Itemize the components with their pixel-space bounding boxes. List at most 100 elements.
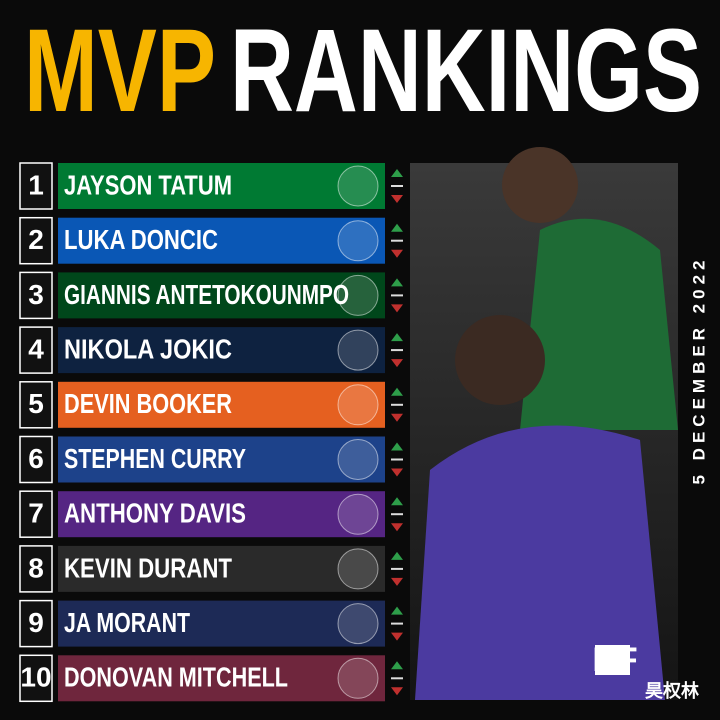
trend-up bbox=[391, 387, 403, 396]
trend-up bbox=[391, 606, 403, 615]
team-logo bbox=[337, 220, 379, 262]
name-bar bbox=[58, 436, 385, 483]
team-logo bbox=[337, 439, 379, 480]
player-name: JA MORANT bbox=[64, 607, 190, 638]
rank-number: 1 bbox=[28, 169, 44, 200]
ranking-row: 6 STEPHEN CURRY bbox=[19, 435, 403, 484]
name-bar bbox=[58, 491, 385, 538]
name-bar bbox=[58, 381, 385, 428]
trend-same bbox=[391, 458, 403, 461]
jersey-purple bbox=[415, 425, 665, 700]
name-bar bbox=[58, 272, 385, 319]
trend-down bbox=[391, 249, 403, 258]
player-name: JAYSON TATUM bbox=[64, 169, 232, 200]
trend-down bbox=[391, 359, 403, 368]
date: 5 DECEMBER 2022 bbox=[689, 255, 708, 484]
trend-same bbox=[391, 677, 403, 680]
rank-box bbox=[19, 326, 53, 374]
player-name: NIKOLA JOKIC bbox=[64, 333, 232, 364]
rank-box bbox=[19, 654, 53, 703]
ranking-row: 5 DEVIN BOOKER bbox=[19, 381, 403, 429]
ranking-row: 7 ANTHONY DAVIS bbox=[19, 490, 403, 538]
rank-box bbox=[19, 271, 53, 320]
trend-up bbox=[391, 551, 403, 560]
rank-number: 10 bbox=[20, 662, 51, 693]
logo: BF bbox=[592, 641, 637, 679]
rank-box bbox=[19, 599, 53, 648]
watermark: 昊权林 bbox=[645, 680, 699, 701]
trend-same bbox=[391, 185, 403, 187]
name-bar bbox=[58, 327, 385, 374]
rank-number: 9 bbox=[28, 607, 44, 638]
rank-number: 8 bbox=[28, 552, 44, 583]
player-name: KEVIN DURANT bbox=[64, 552, 232, 583]
trend-down bbox=[391, 632, 403, 641]
trend-up bbox=[391, 442, 403, 451]
trend-up bbox=[391, 223, 403, 232]
title-rankings: RANKINGS bbox=[230, 5, 702, 137]
trend-same bbox=[391, 567, 403, 570]
team-logo bbox=[337, 548, 379, 590]
ranking-row: 3 GIANNIS ANTETOKOUNMPO bbox=[19, 271, 403, 320]
trend-up bbox=[391, 333, 403, 342]
ranking-row: 8 KEVIN DURANT bbox=[19, 545, 403, 593]
team-logo bbox=[337, 384, 379, 426]
rank-number: 3 bbox=[28, 279, 44, 310]
ranking-row: 2 LUKA DONCIC bbox=[19, 216, 403, 265]
rank-box bbox=[19, 381, 53, 429]
rank-box bbox=[19, 490, 53, 538]
trend-up bbox=[391, 278, 403, 287]
trend-down bbox=[391, 523, 403, 532]
trend-up bbox=[391, 661, 403, 670]
trend-down bbox=[391, 468, 403, 477]
name-bar bbox=[58, 600, 385, 647]
rank-box bbox=[19, 435, 53, 484]
title-mvp: MVP bbox=[24, 5, 216, 137]
trend-down bbox=[391, 577, 403, 586]
rank-number: 2 bbox=[28, 224, 44, 255]
player-name: DEVIN BOOKER bbox=[64, 388, 232, 419]
ranking-row: 4 NIKOLA JOKIC bbox=[19, 326, 403, 374]
name-bar bbox=[58, 163, 385, 209]
ranking-row: 10 DONOVAN MITCHELL bbox=[19, 654, 403, 703]
player-name: ANTHONY DAVIS bbox=[64, 498, 246, 529]
rank-box bbox=[19, 545, 53, 593]
trend-same bbox=[391, 622, 403, 625]
ranking-row: 1 JAYSON TATUM bbox=[19, 162, 403, 210]
trend-down bbox=[391, 413, 403, 422]
team-logo bbox=[337, 165, 379, 207]
trend-same bbox=[391, 513, 403, 516]
player-name: STEPHEN CURRY bbox=[64, 443, 246, 474]
trend-up bbox=[391, 497, 403, 506]
player-name: LUKA DONCIC bbox=[64, 224, 218, 255]
rankings-list: 1 JAYSON TATUM 2 LUKA DONCIC 3 GIANNIS ANTETO… bbox=[19, 162, 403, 703]
team-logo bbox=[337, 493, 379, 535]
player-name: DONOVAN MITCHELL bbox=[64, 662, 288, 693]
logo-mark bbox=[595, 645, 630, 675]
trend-down bbox=[391, 304, 403, 313]
player-photo bbox=[410, 147, 678, 700]
rank-number: 6 bbox=[28, 443, 44, 474]
player-name: GIANNIS ANTETOKOUNMPO bbox=[64, 279, 349, 310]
trend-same bbox=[391, 403, 403, 406]
team-logo bbox=[337, 603, 379, 645]
rank-box bbox=[19, 162, 53, 210]
jersey-green bbox=[520, 218, 678, 430]
trend-same bbox=[391, 294, 403, 297]
team-logo bbox=[337, 274, 379, 316]
trend-same bbox=[391, 349, 403, 352]
name-bar bbox=[58, 217, 385, 264]
ranking-row: 9 JA MORANT bbox=[19, 599, 403, 648]
rank-box bbox=[19, 216, 53, 265]
trend-up bbox=[391, 169, 403, 177]
rank-number: 7 bbox=[28, 498, 44, 529]
trend-down bbox=[391, 195, 403, 203]
team-logo bbox=[337, 657, 379, 699]
name-bar bbox=[58, 545, 385, 592]
rank-number: 5 bbox=[28, 388, 44, 419]
head bbox=[502, 147, 578, 223]
rank-number: 4 bbox=[28, 333, 44, 364]
trend-down bbox=[391, 687, 403, 696]
team-logo bbox=[337, 329, 379, 371]
